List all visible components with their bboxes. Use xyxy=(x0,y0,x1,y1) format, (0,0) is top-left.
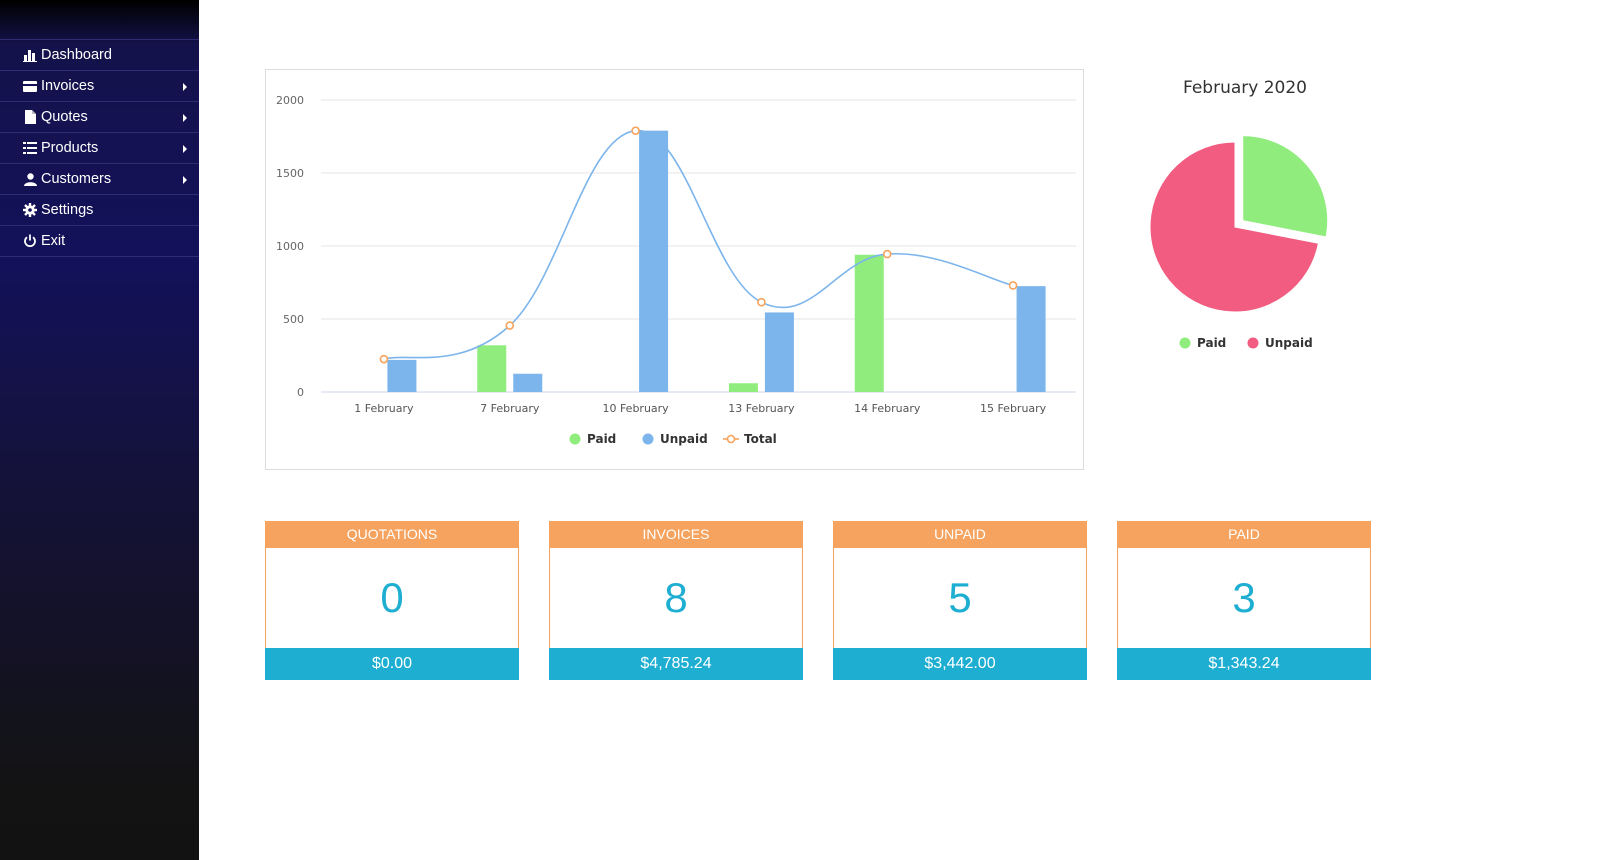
x-tick-label: 15 February xyxy=(980,402,1047,415)
credit-card-icon xyxy=(22,79,38,93)
y-tick-label: 0 xyxy=(297,386,304,399)
stat-card-count: 8 xyxy=(549,548,803,648)
stat-card-count: 0 xyxy=(265,548,519,648)
bar-unpaid xyxy=(764,312,794,392)
sidebar-item-products[interactable]: Products xyxy=(0,133,199,164)
bar-unpaid xyxy=(387,359,417,392)
x-tick-label: 14 February xyxy=(854,402,921,415)
invoice-bar-chart: 0 500 1000 1500 2000 1 February 7 February 10 F… xyxy=(276,94,1076,446)
x-tick-label: 13 February xyxy=(728,402,795,415)
stat-card-amount: $3,442.00 xyxy=(833,648,1087,680)
sidebar-item-exit[interactable]: Exit xyxy=(0,226,199,257)
bar-unpaid xyxy=(1016,286,1046,392)
stat-card-quotations[interactable]: QUOTATIONS 0 $0.00 xyxy=(265,521,519,680)
y-tick-label: 500 xyxy=(283,313,304,326)
gear-icon xyxy=(22,203,38,217)
sidebar-item-label: Customers xyxy=(41,171,112,187)
legend-label-unpaid: Unpaid xyxy=(660,432,708,446)
stat-card-title: QUOTATIONS xyxy=(265,521,519,548)
point-total xyxy=(757,297,766,307)
legend-label-unpaid: Unpaid xyxy=(1265,336,1313,350)
bar-paid xyxy=(854,254,884,392)
point-total xyxy=(631,126,640,135)
legend-marker-unpaid xyxy=(642,433,654,445)
caret-right-icon xyxy=(183,145,187,153)
sidebar: Dashboard Invoices Quotes Products xyxy=(0,0,199,860)
bar-unpaid xyxy=(513,373,543,392)
stat-card-paid[interactable]: PAID 3 $1,343.24 xyxy=(1117,521,1371,680)
stat-card-invoices[interactable]: INVOICES 8 $4,785.24 xyxy=(549,521,803,680)
legend-marker-paid xyxy=(1179,337,1191,349)
invoice-chart-card: 0 500 1000 1500 2000 1 February 7 February 10 F… xyxy=(265,69,1084,470)
sidebar-item-invoices[interactable]: Invoices xyxy=(0,71,199,102)
sidebar-item-label: Invoices xyxy=(41,78,95,94)
legend-label-paid: Paid xyxy=(587,432,616,446)
series-line-total xyxy=(383,129,1014,360)
paid-unpaid-pie-chart: February 2020 Paid Unpaid xyxy=(1149,78,1329,350)
legend-marker-total xyxy=(726,434,736,444)
sidebar-menu: Dashboard Invoices Quotes Products xyxy=(0,39,199,257)
sidebar-item-dashboard[interactable]: Dashboard xyxy=(0,40,199,71)
bar-paid xyxy=(477,345,507,392)
stat-card-amount: $1,343.24 xyxy=(1117,648,1371,680)
caret-right-icon xyxy=(183,114,187,122)
stat-card-amount: $4,785.24 xyxy=(549,648,803,680)
bar-unpaid xyxy=(639,130,669,392)
x-tick-label: 7 February xyxy=(480,402,540,415)
stat-card-title: PAID xyxy=(1117,521,1371,548)
sidebar-item-label: Dashboard xyxy=(41,47,112,63)
legend-label-paid: Paid xyxy=(1197,336,1226,350)
sidebar-item-label: Settings xyxy=(41,202,94,218)
pie-slice-paid xyxy=(1242,135,1329,238)
pie-title: February 2020 xyxy=(1183,78,1307,98)
caret-right-icon xyxy=(183,83,187,91)
point-total xyxy=(1008,281,1018,290)
y-tick-label: 1500 xyxy=(276,167,304,180)
legend-marker-paid xyxy=(569,433,581,445)
power-icon xyxy=(22,234,38,248)
caret-right-icon xyxy=(183,176,187,184)
sidebar-item-settings[interactable]: Settings xyxy=(0,195,199,226)
sidebar-item-label: Products xyxy=(41,140,99,156)
sidebar-item-customers[interactable]: Customers xyxy=(0,164,199,195)
legend-label-total: Total xyxy=(744,432,777,446)
bar-paid xyxy=(728,383,758,392)
stat-card-amount: $0.00 xyxy=(265,648,519,680)
stat-card-title: UNPAID xyxy=(833,521,1087,548)
pie-slice-unpaid xyxy=(1149,141,1320,313)
bar-chart-icon xyxy=(22,48,38,62)
y-tick-label: 1000 xyxy=(276,240,304,253)
point-total xyxy=(882,249,892,259)
sidebar-item-label: Quotes xyxy=(41,109,88,125)
legend-marker-unpaid xyxy=(1247,337,1259,349)
point-total xyxy=(379,354,389,364)
sidebar-item-label: Exit xyxy=(41,233,66,249)
point-total xyxy=(505,321,515,330)
file-icon xyxy=(22,110,38,124)
stat-card-count: 3 xyxy=(1117,548,1371,648)
x-tick-label: 10 February xyxy=(602,402,669,415)
stat-card-title: INVOICES xyxy=(549,521,803,548)
y-tick-label: 2000 xyxy=(276,94,304,107)
list-icon xyxy=(22,141,38,155)
x-tick-label: 1 February xyxy=(354,402,414,415)
sidebar-item-quotes[interactable]: Quotes xyxy=(0,102,199,133)
pie-chart-panel: February 2020 Paid Unpaid xyxy=(1110,70,1380,370)
stat-card-count: 5 xyxy=(833,548,1087,648)
user-icon xyxy=(22,172,38,186)
stat-card-unpaid[interactable]: UNPAID 5 $3,442.00 xyxy=(833,521,1087,680)
